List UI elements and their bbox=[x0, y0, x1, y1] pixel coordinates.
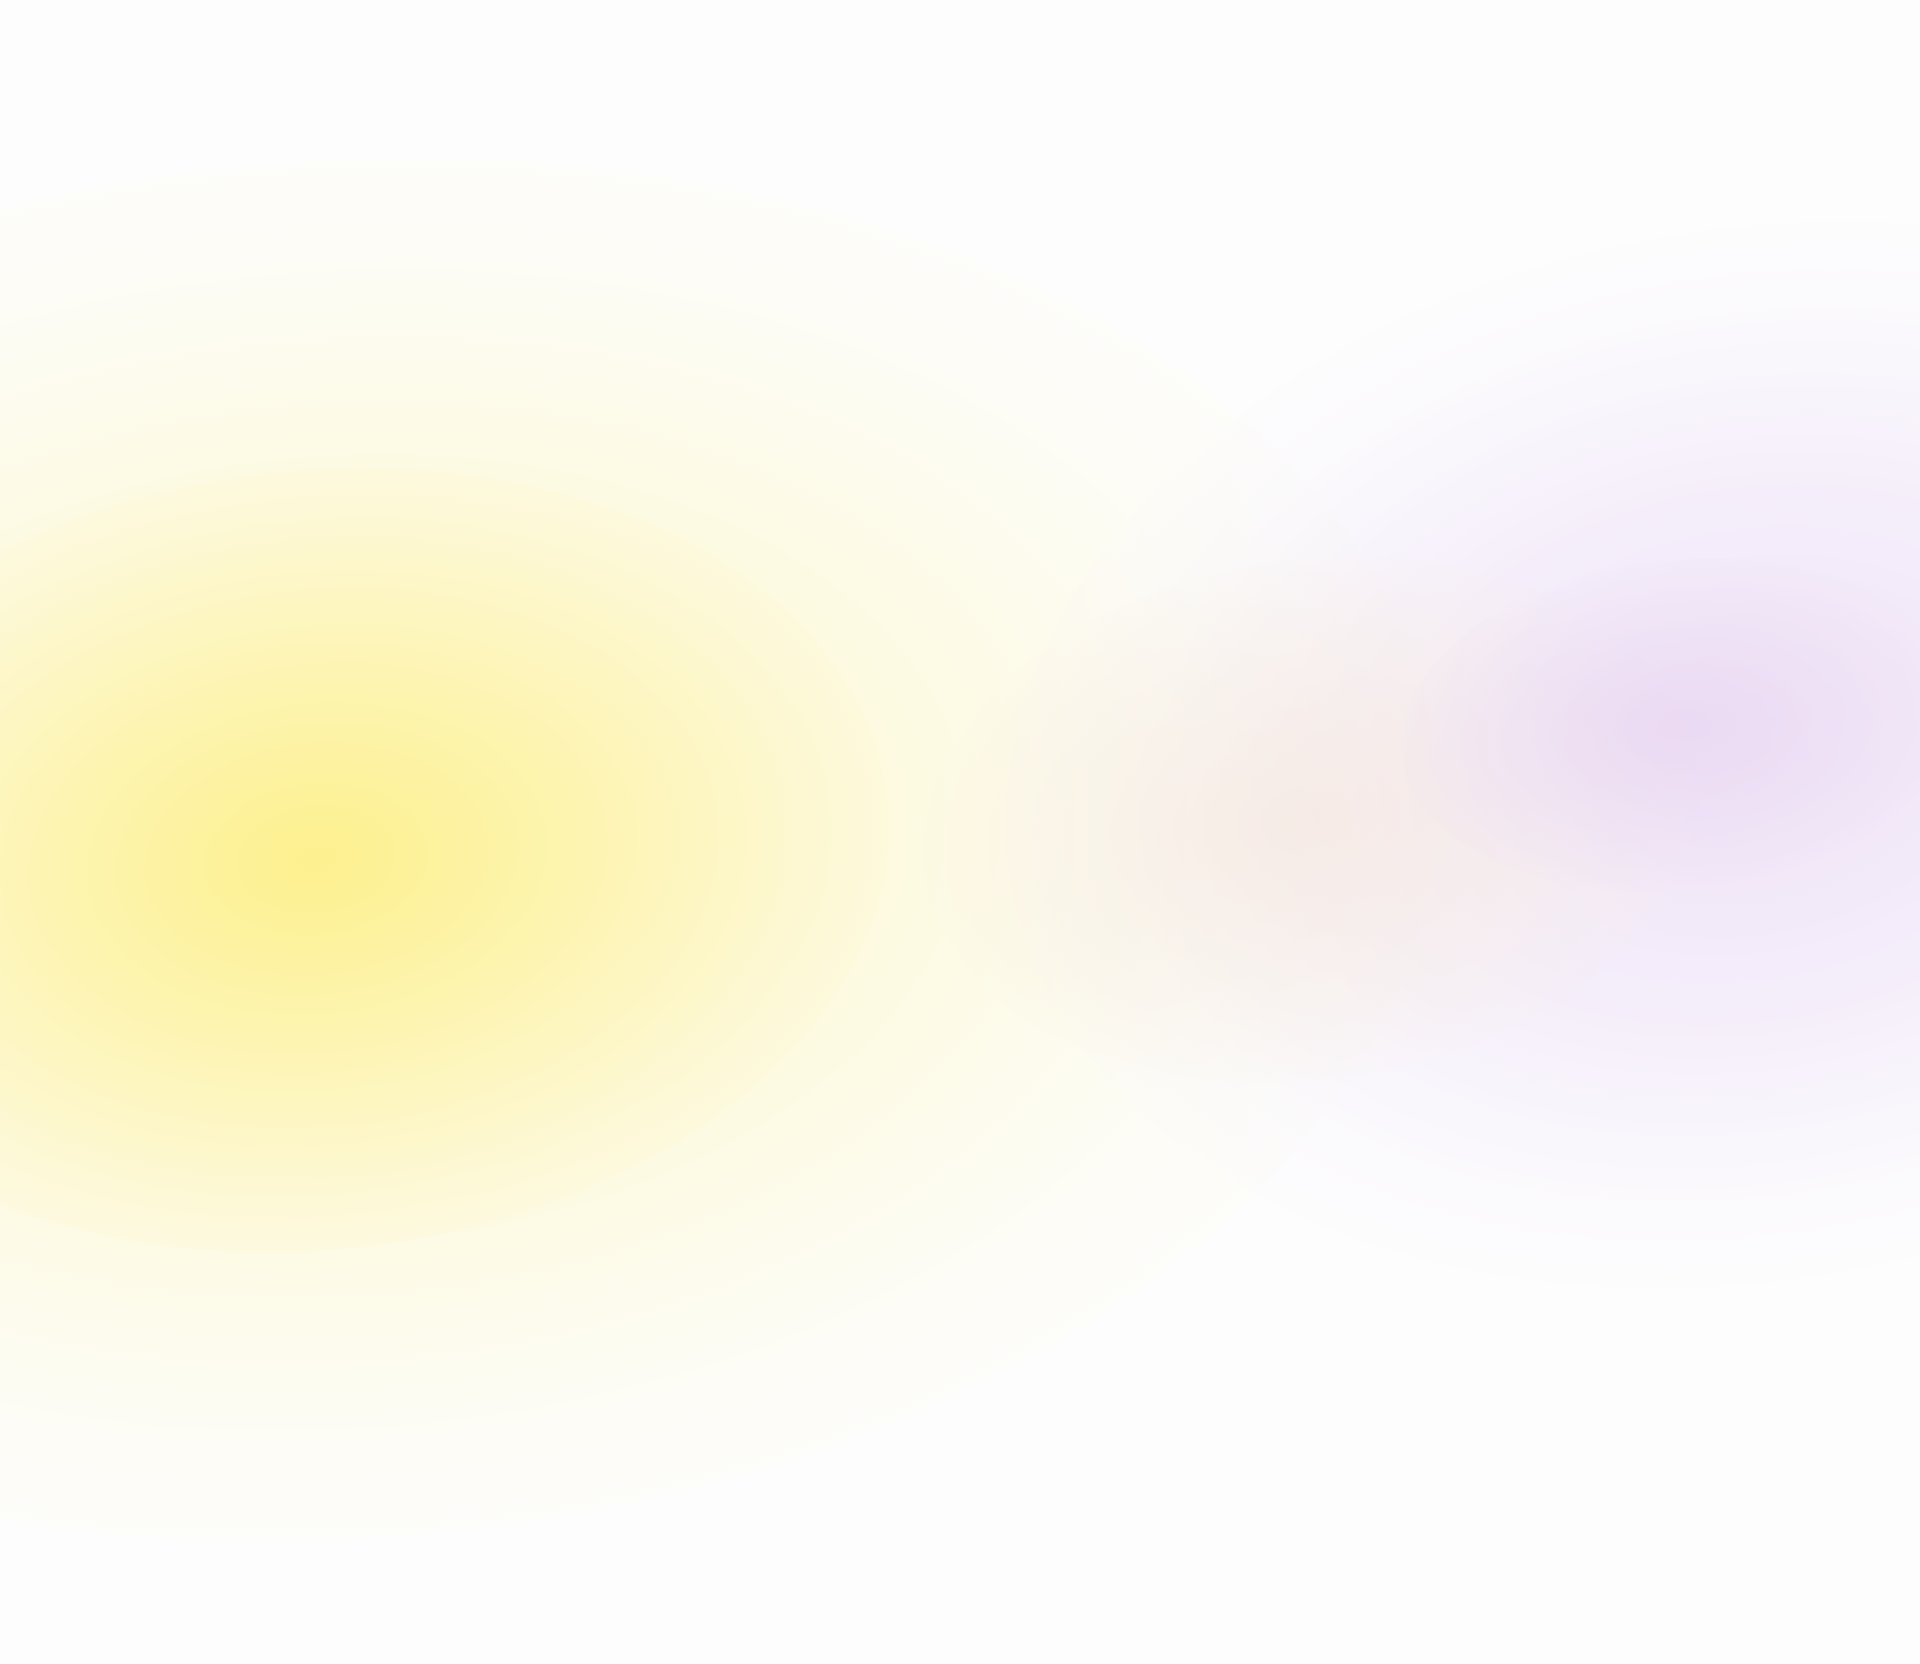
purple-glow bbox=[1384, 531, 1920, 919]
purple-glow-outer bbox=[920, 107, 1920, 1403]
yellow-glow-outer bbox=[0, 84, 1486, 1616]
peach-glow bbox=[887, 508, 1733, 1132]
yellow-glow bbox=[0, 412, 928, 1308]
